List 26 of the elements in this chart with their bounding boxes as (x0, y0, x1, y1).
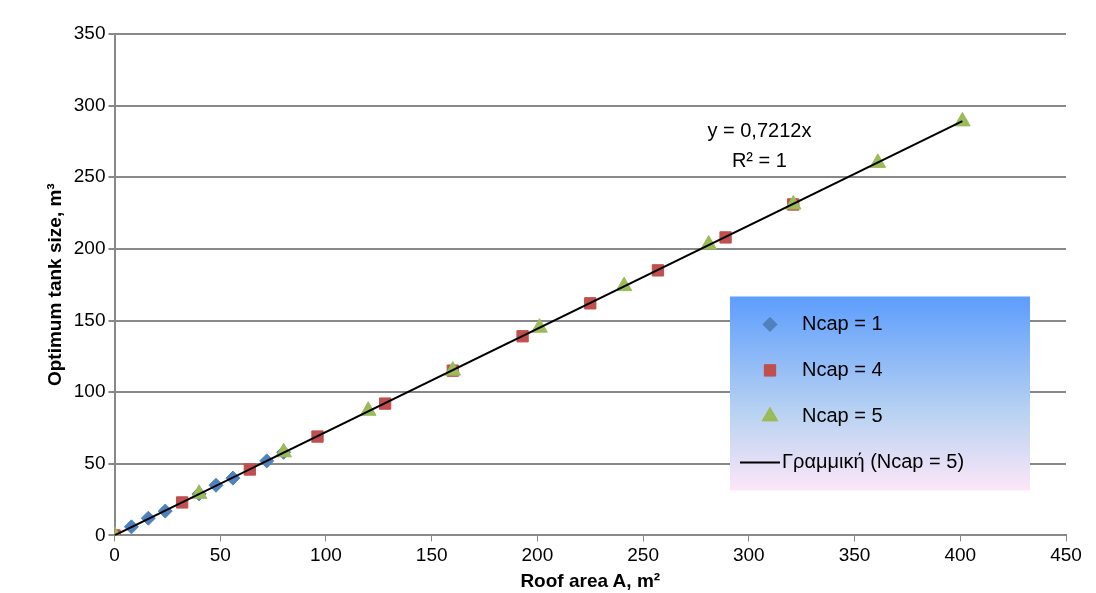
x-tick-label: 200 (521, 544, 554, 566)
x-tick-label: 0 (109, 544, 120, 566)
x-tick-label: 400 (944, 544, 977, 566)
legend-label: Γραμμική (Ncap = 5) (782, 449, 965, 472)
x-tick-label: 100 (310, 544, 342, 566)
x-tick-label: 150 (415, 544, 448, 566)
y-tick-label: 0 (94, 523, 106, 545)
legend-label: Ncap = 1 (802, 311, 883, 334)
legend-label: Ncap = 4 (802, 357, 883, 380)
annotation: R² = 1 (731, 149, 787, 172)
x-tick-label: 450 (1050, 544, 1082, 566)
y-tick-label: 100 (73, 380, 106, 402)
y-tick-label: 250 (73, 165, 106, 187)
x-tick-label: 50 (209, 544, 231, 566)
x-tick-label: 250 (627, 544, 659, 566)
x-axis-title: Roof area A, m² (520, 569, 661, 591)
annotation: y = 0,7212x (707, 119, 812, 142)
y-tick-label: 50 (84, 452, 106, 474)
y-tick-label: 200 (73, 237, 106, 259)
x-tick-label: 300 (732, 544, 765, 566)
y-tick-label: 150 (73, 308, 106, 330)
legend-label: Ncap = 5 (802, 403, 883, 426)
y-tick-label: 300 (73, 93, 106, 115)
y-tick-label: 350 (73, 22, 106, 44)
y-axis-title: Optimum tank size, m³ (43, 183, 65, 387)
x-tick-label: 350 (838, 544, 871, 566)
